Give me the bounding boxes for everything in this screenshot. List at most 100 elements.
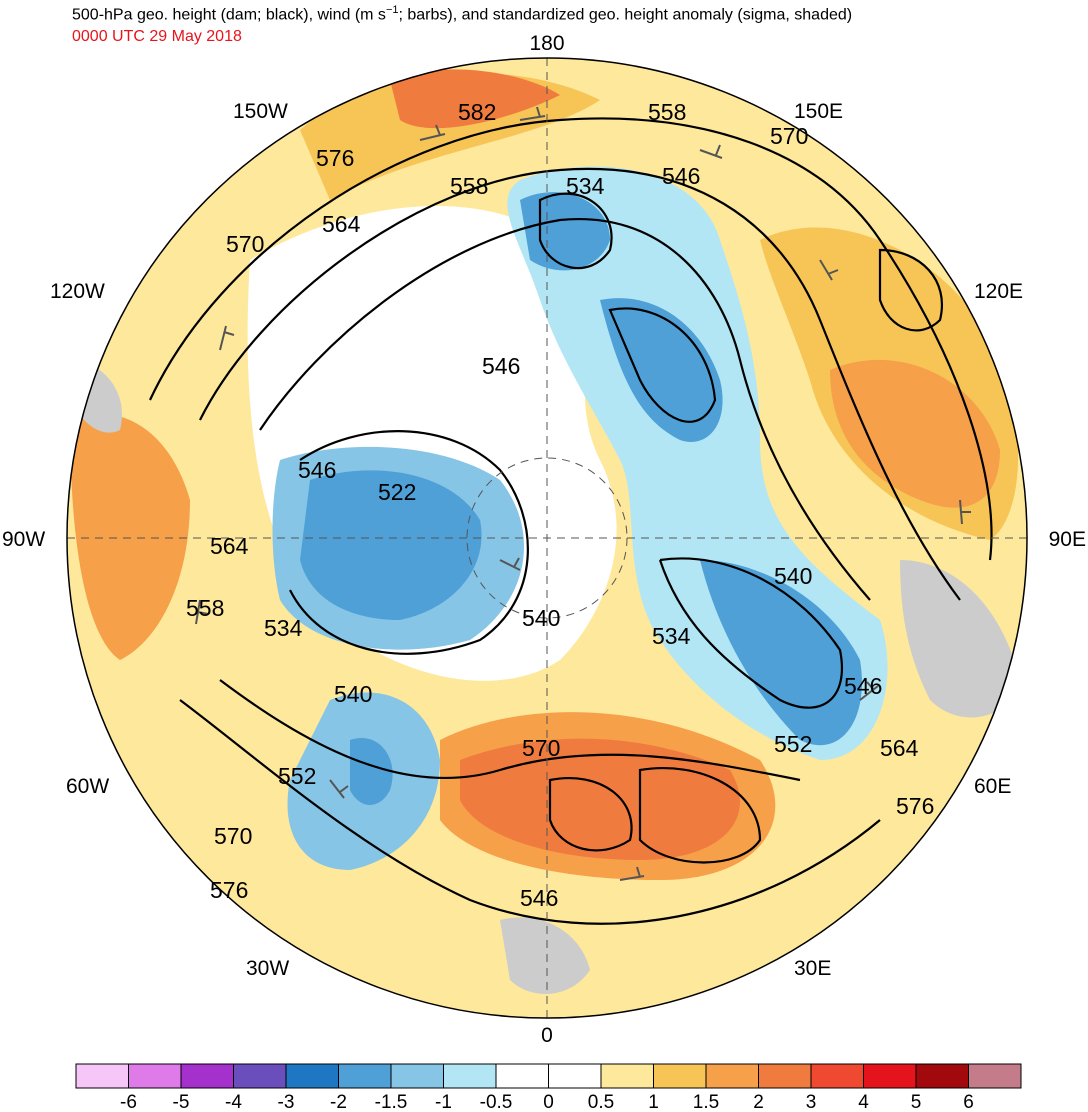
contour-540-siberia: [658, 557, 843, 709]
map-title: 500-hPa geo. height (dam; black), wind (…: [72, 4, 852, 24]
lon-label-90e: 90E: [1049, 528, 1086, 551]
colorbar-tick-label: 4: [858, 1092, 869, 1112]
colorbar-boxes: [75, 1063, 1022, 1089]
wind-barb: [859, 681, 879, 701]
colorbar-box: [443, 1063, 497, 1089]
contour-label: 546: [844, 673, 882, 699]
colorbar-box: [233, 1063, 287, 1089]
colorbar-box: [338, 1063, 392, 1089]
contour-label: 570: [522, 735, 560, 761]
anomaly-neg2-siberia: [700, 560, 862, 746]
anomaly-neg2-npole: [520, 192, 610, 271]
colorbar-box: [705, 1063, 759, 1089]
colorbar-tick-label: -2: [330, 1092, 347, 1112]
contour-label: 558: [186, 595, 224, 621]
wind-barb: [519, 106, 546, 121]
anomaly-pos-west: [70, 413, 190, 660]
colorbar-tick-label: -1.5: [375, 1092, 408, 1112]
contour-label: 564: [210, 533, 249, 559]
colorbar-ticks: -6 -5 -4 -3 -2 -1.5 -1 -0.5 0 0.5 1 1.5 2 3 4 5 6: [120, 1092, 974, 1112]
wind-barb: [959, 499, 971, 525]
contour-570-south: [179, 699, 881, 925]
graticule: [67, 58, 1027, 1018]
colorbar-tick-label: 1: [648, 1092, 659, 1112]
lon-label-30w: 30W: [246, 957, 289, 980]
contour-label: 534: [264, 615, 303, 641]
anomaly-neg2-canada: [300, 470, 482, 620]
colorbar-box: [128, 1063, 182, 1089]
contour-552-south: [219, 679, 801, 782]
colorbar-tick-label: 2: [753, 1092, 764, 1112]
colorbar-box: [653, 1063, 707, 1089]
wind-barb: [329, 779, 349, 799]
lon-label-120e: 120E: [974, 280, 1023, 303]
lon-label-30e: 30E: [794, 957, 831, 980]
contour-label: 570: [770, 123, 808, 149]
contour-label: 522: [378, 479, 416, 505]
wind-barb: [819, 259, 839, 281]
colorbar-tick-label: 5: [911, 1092, 922, 1112]
valid-time: 0000 UTC 29 May 2018: [72, 28, 242, 45]
title-exponent: −1: [385, 4, 399, 16]
lon-label-120w: 120W: [50, 280, 105, 303]
contour-label: 540: [334, 681, 372, 707]
lon-label-150w: 150W: [233, 100, 288, 123]
height-contours: [149, 117, 993, 925]
lon-label-60e: 60E: [974, 775, 1011, 798]
land-mediterranean: [500, 917, 590, 994]
contour-label: 558: [648, 99, 686, 125]
contour-label: 546: [662, 163, 700, 189]
contour-label: 582: [458, 99, 496, 125]
lon-label-60w: 60W: [66, 775, 109, 798]
colorbar-box: [915, 1063, 969, 1089]
colorbar-tick-label: 0: [543, 1092, 554, 1112]
anomaly-pos2-north: [390, 69, 560, 129]
wind-barb: [619, 866, 645, 881]
colorbar-box: [968, 1063, 1022, 1089]
anomaly-neg2-atlantic: [350, 738, 393, 805]
colorbar-tick-label: 0.5: [588, 1092, 614, 1112]
contour-label: 546: [298, 457, 336, 483]
anomaly-neg2-east: [600, 298, 723, 442]
contour-label: 540: [774, 563, 812, 589]
contour-high-east: [878, 248, 943, 332]
contour-label: 570: [214, 823, 252, 849]
title-part-2: ; barbs), and standardized geo. height a…: [398, 6, 853, 24]
wind-barb: [195, 599, 209, 625]
contour-label: 570: [226, 231, 264, 257]
colorbar-tick-label: -5: [173, 1092, 190, 1112]
colorbar-box: [390, 1063, 444, 1089]
colorbar-tick-label: 3: [806, 1092, 817, 1112]
colorbar-box: [180, 1063, 234, 1089]
wind-barb: [499, 557, 521, 571]
contour-576-europe: [548, 777, 633, 852]
colorbar-tick-label: 1.5: [693, 1092, 719, 1112]
anomaly-pos2-east: [830, 359, 1000, 508]
colorbar-box: [285, 1063, 339, 1089]
colorbar-tick-label: -6: [120, 1092, 137, 1112]
contour-label: 576: [210, 877, 248, 903]
colorbar-box: [810, 1063, 864, 1089]
contour-582-europe: [638, 767, 762, 864]
contour-label: 552: [278, 763, 316, 789]
lon-label-90w: 90W: [2, 528, 45, 551]
wind-barb: [419, 124, 446, 141]
contour-576: [149, 117, 993, 561]
colorbar-box: [863, 1063, 917, 1089]
colorbar-tick-label: -0.5: [480, 1092, 513, 1112]
map-border: [66, 57, 1028, 1019]
contour-label: 534: [652, 623, 691, 649]
contour-label: 552: [774, 731, 812, 757]
contour-label: 546: [482, 353, 520, 379]
colorbar-tick-label: -4: [225, 1092, 242, 1112]
lon-label-180: 180: [529, 32, 564, 55]
contour-540-east: [608, 307, 717, 423]
colorbar-box: [548, 1063, 602, 1089]
colorbar-tick-label: 6: [963, 1092, 974, 1112]
colorbar-tick-label: -1: [435, 1092, 452, 1112]
contour-label: 558: [450, 173, 488, 199]
wind-barbs: [195, 106, 971, 881]
wind-barb: [699, 144, 723, 159]
